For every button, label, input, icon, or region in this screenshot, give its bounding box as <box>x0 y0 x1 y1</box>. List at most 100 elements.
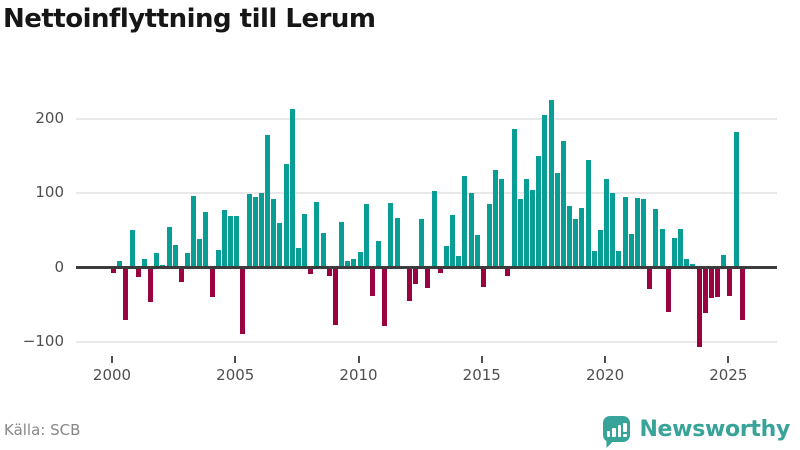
bar-2011Q1 <box>382 269 388 327</box>
bar-2023Q4 <box>696 269 702 347</box>
bar-2009Q3 <box>345 260 351 268</box>
bar-2016Q2 <box>511 128 517 268</box>
gridline-200 <box>76 118 777 121</box>
bar-2013Q4 <box>450 214 455 268</box>
bar-2000Q4 <box>129 229 135 268</box>
bar-2025Q3 <box>739 269 745 320</box>
y-axis-label: 100 <box>35 183 64 202</box>
bar-2001Q1 <box>135 269 141 278</box>
bar-2018Q3 <box>567 205 573 268</box>
bar-2021Q3 <box>641 199 646 268</box>
bar-2021Q1 <box>628 234 634 268</box>
bar-2024Q3 <box>715 269 720 297</box>
x-axis-label: 2000 <box>92 366 132 384</box>
bar-2011Q2 <box>388 202 394 268</box>
bar-2007Q4 <box>302 214 308 268</box>
bar-2018Q1 <box>554 173 560 268</box>
bar-2014Q4 <box>474 234 480 268</box>
bar-chart-icon <box>617 425 622 437</box>
bar-2015Q1 <box>480 269 486 287</box>
bar-2002Q4 <box>178 269 184 283</box>
bar-2019Q4 <box>597 229 603 268</box>
bar-2017Q1 <box>530 189 536 268</box>
bar-2010Q3 <box>369 269 375 296</box>
bar-2020Q3 <box>616 251 622 268</box>
bar-2007Q3 <box>295 247 301 268</box>
x-axis-label: 2015 <box>462 366 501 384</box>
bar-2019Q3 <box>591 251 597 268</box>
bar-2015Q3 <box>493 170 499 268</box>
bar-2000Q2 <box>117 260 123 268</box>
x-axis-tick <box>234 356 237 363</box>
x-axis-tick <box>604 356 607 363</box>
bar-2012Q2 <box>413 269 418 284</box>
bar-2003Q1 <box>185 253 190 268</box>
y-axis-label: 200 <box>35 109 64 128</box>
x-axis-label: 2025 <box>709 366 748 384</box>
bar-2014Q3 <box>468 193 474 268</box>
x-axis-tick <box>357 356 360 363</box>
bar-2006Q3 <box>271 198 277 268</box>
bar-2003Q4 <box>203 211 209 268</box>
bar-2010Q2 <box>363 203 369 268</box>
newsworthy-logo-icon <box>603 416 631 448</box>
bar-2006Q1 <box>258 193 264 268</box>
bar-2024Q2 <box>708 269 714 298</box>
bar-2020Q2 <box>610 193 616 268</box>
bar-2009Q1 <box>332 269 338 325</box>
bar-2013Q3 <box>443 246 449 268</box>
bar-2016Q3 <box>517 199 523 268</box>
bar-2018Q4 <box>573 219 579 268</box>
x-axis-tick <box>727 356 730 363</box>
bar-2015Q2 <box>486 204 492 268</box>
newsworthy-brand-name: Newsworthy <box>639 416 790 442</box>
bar-2003Q2 <box>191 195 197 268</box>
x-axis-tick <box>480 356 483 363</box>
bar-2004Q1 <box>209 269 215 298</box>
bar-2023Q2 <box>684 258 690 268</box>
bar-chart-icon <box>606 431 611 437</box>
bar-2006Q4 <box>277 223 283 268</box>
bar-2004Q3 <box>221 209 227 268</box>
bar-2010Q4 <box>376 240 381 268</box>
speech-bubble-tail <box>606 439 616 448</box>
source-label: Källa: SCB <box>4 421 81 439</box>
y-axis-label: −100 <box>22 331 64 350</box>
bar-2015Q4 <box>499 179 505 268</box>
zero-axis-line <box>76 266 777 269</box>
bar-2016Q4 <box>523 179 529 268</box>
bar-2012Q4 <box>425 269 431 289</box>
bar-2007Q2 <box>289 108 295 268</box>
bar-2008Q2 <box>314 201 320 268</box>
bar-2018Q2 <box>560 141 566 268</box>
bar-2011Q3 <box>394 217 400 268</box>
exclamation-icon <box>623 423 627 437</box>
bar-2004Q2 <box>215 250 221 268</box>
bar-2009Q4 <box>351 258 357 268</box>
bar-2022Q1 <box>653 208 659 268</box>
bar-2001Q2 <box>141 258 147 268</box>
bar-2000Q1 <box>111 269 116 273</box>
bar-2017Q3 <box>542 114 548 268</box>
bar-2022Q2 <box>659 228 665 268</box>
bar-2000Q3 <box>123 269 129 321</box>
bar-2023Q3 <box>690 263 696 268</box>
x-axis-label: 2005 <box>216 366 255 384</box>
bar-2020Q1 <box>604 179 609 268</box>
newsworthy-logo: Newsworthy <box>603 412 790 448</box>
bar-2002Q3 <box>172 245 178 268</box>
x-axis-label: 2020 <box>585 366 625 384</box>
bar-2019Q1 <box>579 208 585 268</box>
bar-2012Q1 <box>406 269 412 301</box>
bar-2021Q4 <box>647 269 653 289</box>
bar-2006Q2 <box>265 134 271 268</box>
bar-2017Q2 <box>536 156 542 268</box>
x-axis-tick <box>111 356 113 363</box>
bar-2025Q2 <box>733 131 739 268</box>
bar-2023Q1 <box>678 228 683 268</box>
bar-2005Q4 <box>252 197 258 268</box>
bar-2004Q4 <box>228 216 234 268</box>
bar-2014Q1 <box>456 256 462 268</box>
bar-2013Q1 <box>431 191 437 268</box>
